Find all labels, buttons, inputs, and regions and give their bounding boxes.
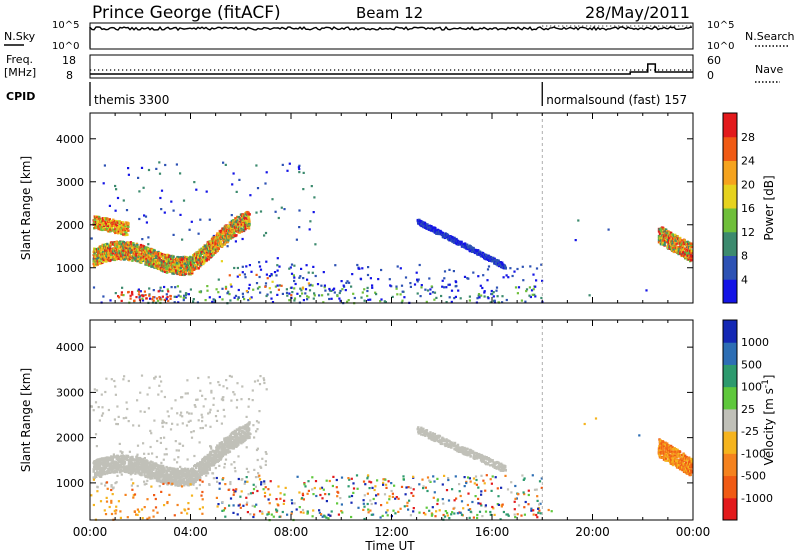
colorbar-tick-label: 8 <box>741 250 748 263</box>
colorbar-swatch <box>723 255 737 280</box>
nsky-panel <box>89 22 694 50</box>
time-axis: 00:00 04:00 08:00 12:00 16:00 20:00 00:00 <box>73 525 711 539</box>
nsky-label: N.Sky <box>4 30 36 43</box>
date-title: 28/May/2011 <box>585 3 690 22</box>
cpid-strip: themis 3300 normalsound (fast) 157 <box>89 82 687 107</box>
freq-panel <box>89 54 694 79</box>
nsearch-tick-top: 10^5 <box>707 20 734 31</box>
colorbar-label: Velocity [m s-1] <box>761 375 776 466</box>
nave-tick-top: 60 <box>707 54 721 67</box>
colorbar-tick-label: 24 <box>741 155 755 168</box>
colorbar-swatch <box>723 386 737 410</box>
colorbar-tick-label: 12 <box>741 226 755 239</box>
y-tick-label: 3000 <box>56 176 84 189</box>
colorbar-label: Power [dB] <box>762 175 776 240</box>
cpid-segment-label: normalsound (fast) 157 <box>546 93 687 107</box>
colorbar-frame <box>722 319 738 521</box>
freq-tick-bottom: 8 <box>66 69 73 82</box>
colorbar-tick-label: 100 <box>741 381 762 394</box>
cpid-label: CPID <box>6 90 35 103</box>
y-tick-label: 4000 <box>56 341 84 354</box>
colorbar-tick-label: -1000 <box>741 492 773 505</box>
colorbar-tick-label: -100 <box>741 447 766 460</box>
x-tick-label: 00:00 <box>73 525 108 539</box>
nsearch-label: N.Search <box>745 30 795 43</box>
x-tick-label: 00:00 <box>676 525 711 539</box>
nsky-tick-bottom: 10^0 <box>52 41 79 52</box>
x-tick-label: 16:00 <box>475 525 510 539</box>
colorbar-swatch <box>723 184 737 209</box>
nave-label: Nave <box>755 63 783 76</box>
colorbar-swatch <box>723 113 737 138</box>
colorbar-swatch <box>723 497 737 521</box>
beam-title: Beam 12 <box>356 4 423 22</box>
freq-line <box>90 63 693 75</box>
y-tick-label: 1000 <box>56 262 84 275</box>
colorbar-swatch <box>723 408 737 432</box>
nsky-line <box>89 25 693 32</box>
colorbar-tick-label: 1000 <box>741 336 769 349</box>
colorbar-tick-label: 4 <box>741 273 748 286</box>
colorbar-tick-label: 25 <box>741 403 755 416</box>
colorbar-tick-label: 16 <box>741 202 755 215</box>
colorbar-swatch <box>723 364 737 388</box>
colorbar-swatch <box>723 431 737 454</box>
colorbar-tick-label: 28 <box>741 131 755 144</box>
y-tick-label: 1000 <box>56 477 84 490</box>
colorbar-swatch <box>723 208 737 233</box>
nsearch-tick-bottom: 10^0 <box>707 41 734 52</box>
y-axis-label: Slant Range [km] <box>19 156 33 260</box>
y-tick-label: 3000 <box>56 386 84 399</box>
colorbar-swatch <box>723 453 737 477</box>
colorbar-swatch <box>723 136 737 161</box>
colorbar-swatch <box>723 231 737 256</box>
data-cells <box>90 374 693 522</box>
y-axis-label: Slant Range [km] <box>19 368 33 472</box>
nsky-tick-top: 10^5 <box>52 20 79 31</box>
power-panel: 1000 2000 3000 4000 Slant Range [km] 4 8 12 16 20… <box>19 112 776 305</box>
colorbar-swatch <box>723 320 737 343</box>
colorbar-tick-label: 500 <box>741 358 762 371</box>
colorbar-swatch <box>723 475 737 499</box>
freq-label: Freq. <box>6 53 33 66</box>
x-tick-label: 20:00 <box>575 525 610 539</box>
velocity-panel: 1000 2000 3000 4000 Slant Range [km] 1000 500 1… <box>19 319 776 522</box>
colorbar-swatch <box>723 279 737 304</box>
freq-trace <box>90 63 693 75</box>
x-tick-label: 04:00 <box>173 525 208 539</box>
cpid-segment-label: themis 3300 <box>94 93 169 107</box>
nsky-trace <box>89 25 693 48</box>
freq-unit: [MHz] <box>4 66 36 79</box>
y-tick-label: 4000 <box>56 133 84 146</box>
colorbar-swatch <box>723 160 737 185</box>
colorbar-tick-label: 20 <box>741 178 755 191</box>
nave-tick-bottom: 0 <box>707 69 714 82</box>
time-axis-label: Time UT <box>364 539 415 553</box>
colorbar-swatch <box>723 342 737 365</box>
x-tick-label: 08:00 <box>274 525 309 539</box>
colorbar-tick-label: -25 <box>741 425 759 438</box>
y-tick-label: 2000 <box>56 219 84 232</box>
y-tick-label: 2000 <box>56 432 84 445</box>
x-tick-label: 12:00 <box>374 525 409 539</box>
data-cells <box>90 161 693 305</box>
freq-tick-top: 18 <box>62 54 76 67</box>
station-title: Prince George (fitACF) <box>92 3 281 23</box>
colorbar-tick-label: -500 <box>741 470 766 483</box>
colorbar-frame <box>722 112 738 304</box>
